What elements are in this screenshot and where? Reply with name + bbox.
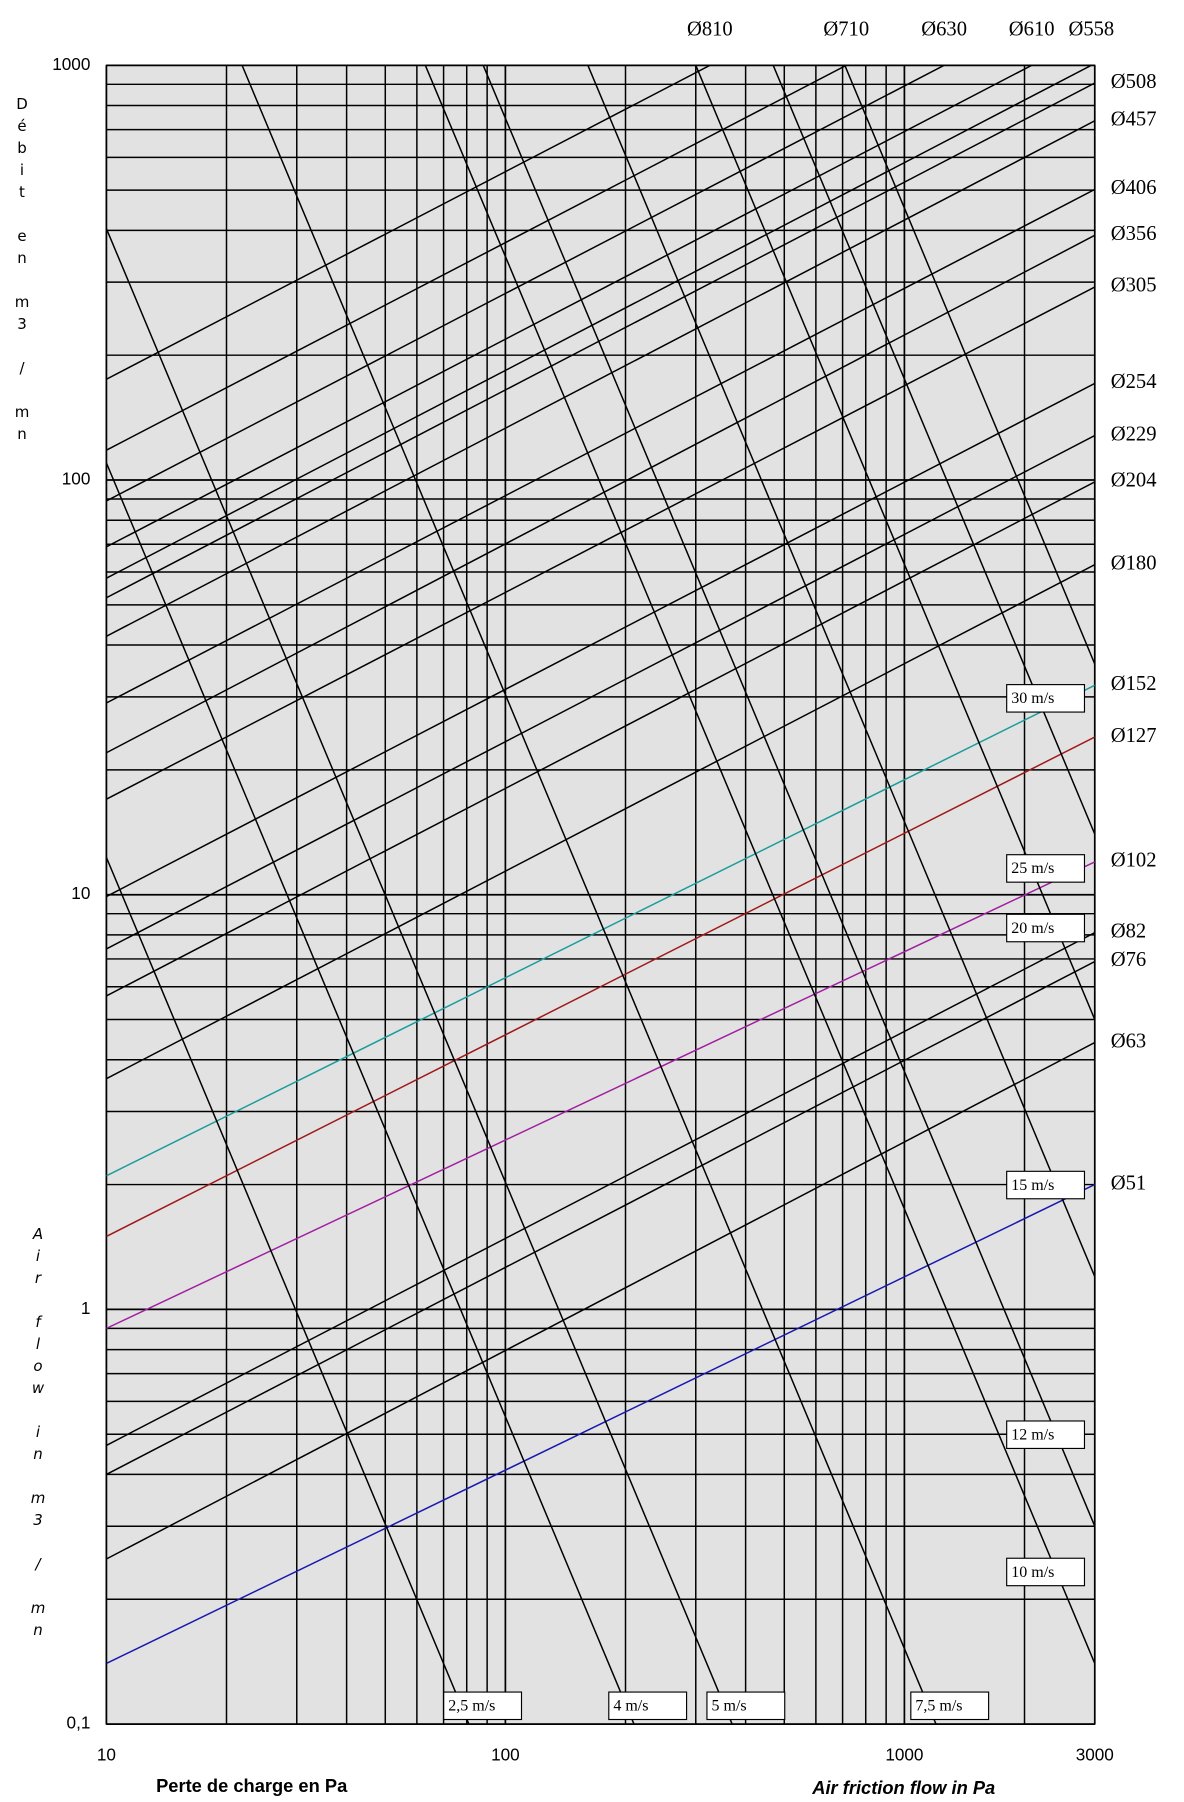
- diameter-line: [106, 1183, 1095, 1665]
- velocity-label-box: [1006, 854, 1086, 883]
- diameter-label: Ø152: [1111, 673, 1157, 695]
- diameter-line: [106, 65, 1034, 548]
- velocity-label: 4 m/s: [613, 1698, 648, 1715]
- diameter-line: [106, 234, 1095, 754]
- diameter-line: [106, 65, 848, 451]
- labels: 10 100 1000 3000 0,1 1 10 100 1000 Ø810 Ø710 Ø630 Ø6…: [52, 19, 1156, 1765]
- velocity-line: [587, 65, 1095, 1277]
- y-tick-label: 0,1: [67, 1713, 91, 1733]
- diameter-label: Ø356: [1111, 223, 1157, 245]
- diameter-label: Ø558: [1068, 19, 1114, 41]
- diameter-line: [106, 434, 1095, 950]
- y-tick-label: 100: [62, 469, 91, 489]
- diameter-label: Ø51: [1111, 1172, 1146, 1194]
- diameter-line: [106, 82, 1095, 599]
- lines: [106, 65, 1095, 1725]
- velocity-label-box: [910, 1691, 990, 1721]
- diameter-label: Ø710: [823, 19, 869, 41]
- velocity-label-box: [443, 1691, 523, 1721]
- diameter-label: Ø457: [1111, 109, 1157, 131]
- velocity-line: [241, 65, 937, 1725]
- diameter-line: [106, 120, 1095, 637]
- x-tick-label: 1000: [885, 1745, 923, 1765]
- diameter-label: Ø406: [1111, 177, 1157, 199]
- x-tick-label: 10: [97, 1745, 116, 1765]
- diameter-line: [106, 1041, 1095, 1560]
- diameter-label: Ø810: [687, 19, 733, 41]
- velocity-label: 10 m/s: [1011, 1564, 1054, 1581]
- velocity-label-box: [608, 1691, 688, 1721]
- diameter-line: [106, 65, 1093, 579]
- y-axis-label: Débit en m3 / mn: [13, 95, 31, 447]
- diameter-label: Ø204: [1111, 470, 1157, 492]
- velocity-label-box: [1006, 1170, 1086, 1200]
- velocity-label-box: [706, 1691, 786, 1721]
- velocity-line: [424, 65, 1095, 1664]
- velocity-label-box: [1006, 913, 1086, 943]
- diameter-label: Ø82: [1111, 920, 1146, 942]
- diameter-label: Ø127: [1111, 725, 1157, 747]
- plot-border: [105, 64, 1096, 1725]
- grid: [105, 64, 1096, 1725]
- velocity-label: 25 m/s: [1011, 860, 1054, 877]
- velocity-line: [482, 65, 1095, 1527]
- x-axis-label: Perte de charge en Pa: [156, 1775, 348, 1796]
- diameter-label: Ø229: [1111, 423, 1157, 445]
- diameter-line: [106, 286, 1095, 800]
- y-tick-label: 1: [81, 1298, 91, 1318]
- diameter-line: [106, 65, 946, 502]
- diameter-line: [106, 382, 1095, 898]
- y-tick-label: 1000: [52, 54, 90, 74]
- diameter-label: Ø305: [1111, 275, 1157, 297]
- velocity-line: [106, 228, 733, 1725]
- diameter-label: Ø180: [1111, 552, 1157, 574]
- x-tick-label: 100: [491, 1745, 520, 1765]
- y-tick-label: 10: [71, 883, 90, 903]
- velocity-label: 7,5 m/s: [915, 1698, 962, 1715]
- velocity-line: [106, 857, 470, 1725]
- velocity-label-box: [1006, 1420, 1086, 1450]
- diameter-label: Ø254: [1111, 371, 1157, 393]
- x-tick-label: 3000: [1076, 1745, 1114, 1765]
- diameter-line: [106, 960, 1095, 1476]
- diameter-line: [106, 564, 1095, 1080]
- diameter-label: Ø102: [1111, 850, 1157, 872]
- y-axis-label-en: Air flow in m3 / mn: [29, 1225, 47, 1643]
- diameter-line: [106, 736, 1095, 1238]
- velocity-label-box: [1006, 1557, 1086, 1587]
- diameter-label: Ø76: [1111, 949, 1146, 971]
- velocity-label: 15 m/s: [1011, 1177, 1054, 1194]
- velocity-line: [106, 462, 635, 1725]
- diameter-label: Ø630: [921, 19, 967, 41]
- diameter-line: [106, 481, 1095, 997]
- diameter-line: [106, 65, 712, 380]
- velocity-label: 2,5 m/s: [448, 1698, 495, 1715]
- velocity-label: 20 m/s: [1011, 920, 1054, 937]
- velocity-label: 30 m/s: [1011, 690, 1054, 707]
- velocity-label-box: [1006, 684, 1086, 713]
- x-axis-label-en: Air friction flow in Pa: [811, 1777, 995, 1798]
- diameter-line: [106, 932, 1095, 1447]
- diameter-label: Ø63: [1111, 1030, 1146, 1052]
- diameter-line: [106, 684, 1095, 1177]
- diameter-line: [106, 188, 1095, 704]
- diameter-label: Ø508: [1111, 71, 1157, 93]
- diameter-label: Ø610: [1009, 19, 1055, 41]
- velocity-label: 5 m/s: [712, 1698, 747, 1715]
- velocity-line: [844, 65, 1095, 665]
- velocity-label: 12 m/s: [1011, 1427, 1054, 1444]
